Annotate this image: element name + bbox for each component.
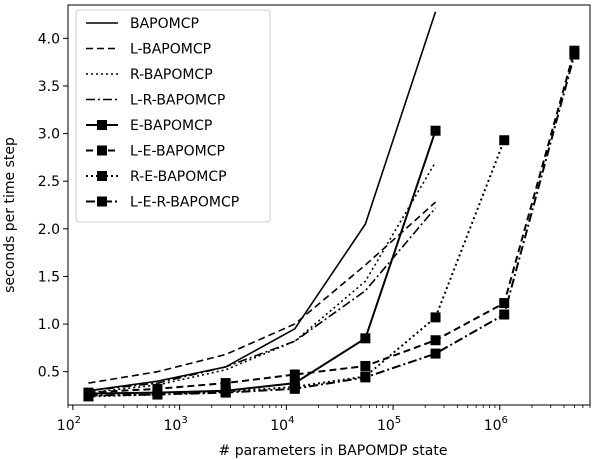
x-tick-exponent: 6: [502, 415, 508, 426]
y-tick-label: 1.0: [38, 317, 60, 333]
data-point: [569, 49, 580, 60]
data-point: [360, 333, 371, 344]
legend-marker: [97, 145, 107, 156]
data-point: [499, 135, 510, 146]
legend-box: [75, 9, 271, 223]
data-point: [360, 360, 371, 371]
x-tick-label: 105: [377, 415, 401, 434]
x-tick-base: 10: [484, 418, 502, 434]
data-point: [499, 298, 510, 309]
legend-label: R-BAPOMCP: [130, 67, 213, 83]
plot-frame: [67, 4, 591, 406]
series-l-e-r-bapomcp: [83, 49, 580, 401]
legend-item: L-E-R-BAPOMCP: [86, 195, 239, 211]
series-l-r-bapomcp: [88, 207, 437, 392]
x-tick-label: 102: [57, 415, 81, 434]
legend-label: L-E-R-BAPOMCP: [130, 195, 239, 211]
legend-label: L-R-BAPOMCP: [130, 93, 225, 109]
x-tick-label: 104: [270, 415, 294, 434]
x-tick-base: 10: [377, 418, 395, 434]
series-line: [88, 11, 437, 392]
x-tick-base: 10: [270, 418, 288, 434]
x-tick-exponent: 4: [288, 415, 294, 426]
x-tick-base: 10: [57, 418, 75, 434]
series-line: [88, 50, 576, 394]
y-tick-label: 4.0: [38, 31, 60, 47]
data-point: [220, 387, 231, 398]
legend-label: BAPOMCP: [130, 16, 199, 32]
x-axis-label: # parameters in BAPOMDP state: [219, 443, 448, 459]
series-line: [88, 201, 437, 384]
legend-marker: [97, 196, 107, 207]
legend-item: R-BAPOMCP: [86, 67, 213, 83]
legend-item: L-R-BAPOMCP: [86, 93, 225, 109]
data-point: [430, 348, 441, 359]
series-l-bapomcp: [88, 201, 437, 384]
data-point: [289, 369, 300, 380]
legend-item: L-E-BAPOMCP: [86, 144, 225, 160]
data-point: [430, 312, 441, 323]
data-point: [83, 390, 94, 401]
legend: BAPOMCP L-BAPOMCP R-BAPOMCP L-R-BAPOMCP E-BA…: [75, 9, 271, 223]
series-line: [88, 54, 576, 397]
data-point: [499, 309, 510, 320]
data-point: [430, 125, 441, 136]
data-point: [289, 383, 300, 394]
data-point: [360, 372, 371, 383]
data-point: [152, 383, 163, 394]
y-tick-label: 0.5: [38, 365, 60, 381]
legend-label: L-E-BAPOMCP: [130, 144, 225, 160]
y-tick-label: 1.5: [38, 269, 60, 285]
series-r-bapomcp: [88, 161, 437, 394]
data-point: [430, 335, 441, 346]
series-line: [88, 207, 437, 392]
y-tick-label: 2.0: [38, 222, 60, 238]
series-line: [88, 161, 437, 394]
y-axis-label: seconds per time step: [2, 137, 18, 293]
series-bapomcp: [88, 11, 437, 392]
legend-item: R-E-BAPOMCP: [86, 169, 227, 185]
x-tick-exponent: 2: [75, 415, 81, 426]
legend-marker: [97, 120, 107, 130]
y-tick-label: 2.5: [38, 174, 60, 190]
x-tick-label: 103: [164, 415, 188, 434]
legend-item: BAPOMCP: [86, 16, 199, 32]
legend-label: L-BAPOMCP: [130, 42, 211, 58]
x-tick-label: 106: [484, 415, 508, 434]
legend-marker: [97, 171, 107, 181]
legend-label: R-E-BAPOMCP: [130, 169, 227, 185]
y-tick-label: 3.0: [38, 127, 60, 143]
data-point: [152, 389, 163, 400]
x-tick-exponent: 5: [395, 415, 401, 426]
legend-label: E-BAPOMCP: [130, 118, 212, 134]
series-layer: [83, 11, 580, 402]
legend-item: L-BAPOMCP: [86, 42, 211, 58]
data-point: [220, 378, 231, 389]
series-line: [88, 130, 437, 395]
x-tick-exponent: 3: [181, 415, 187, 426]
y-tick-label: 3.5: [38, 79, 60, 95]
legend-item: E-BAPOMCP: [86, 118, 212, 134]
x-tick-base: 10: [164, 418, 182, 434]
